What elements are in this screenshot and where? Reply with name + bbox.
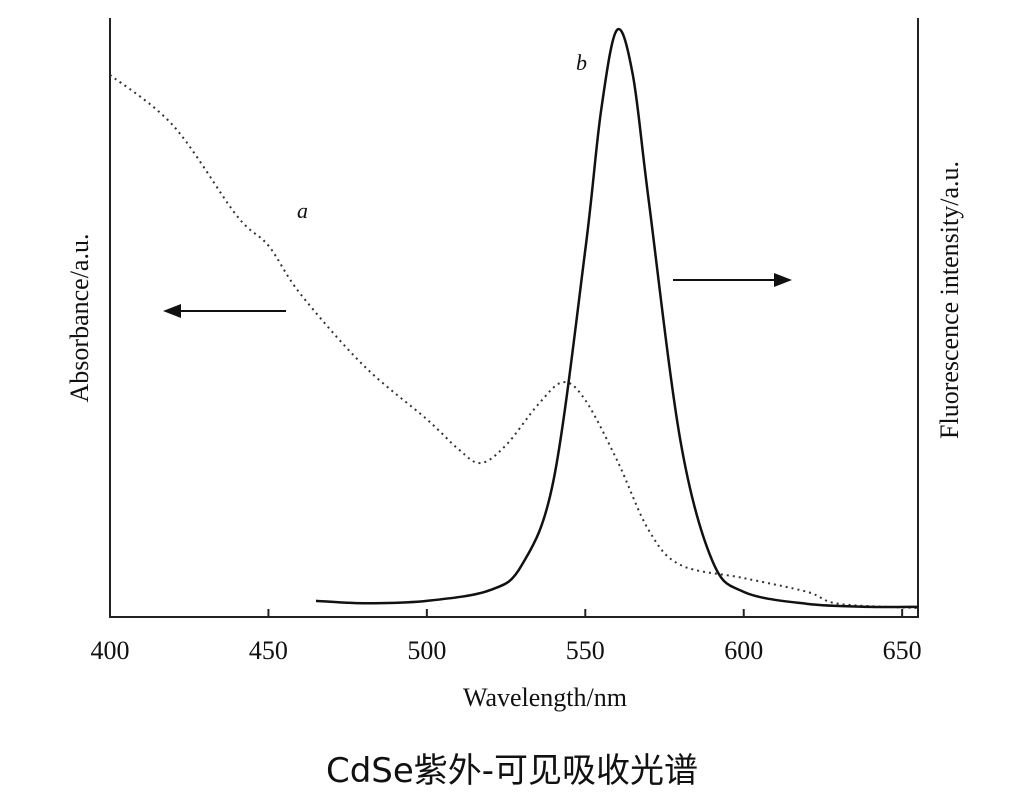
y-axis-label: Absorbance/a.u.	[65, 234, 94, 403]
series-line	[315, 27, 919, 609]
x-tick-label: 650	[883, 636, 922, 665]
x-tick-label: 550	[566, 636, 605, 665]
caption: CdSe紫外-可见吸收光谱	[326, 751, 698, 791]
arrow-left	[163, 304, 286, 318]
x-tick-label: 400	[91, 636, 130, 665]
x-axis-label: Wavelength/nm	[463, 683, 627, 712]
series-line	[109, 74, 919, 610]
x-tick-label: 500	[407, 636, 446, 665]
series-label: b	[576, 50, 587, 75]
y2-axis-label: Fluorescence intensity/a.u.	[935, 161, 964, 439]
axis-frame	[109, 18, 919, 618]
arrow-right	[673, 273, 792, 287]
x-tick-label: 600	[724, 636, 763, 665]
series-label: a	[297, 198, 308, 223]
x-tick-label: 450	[249, 636, 288, 665]
